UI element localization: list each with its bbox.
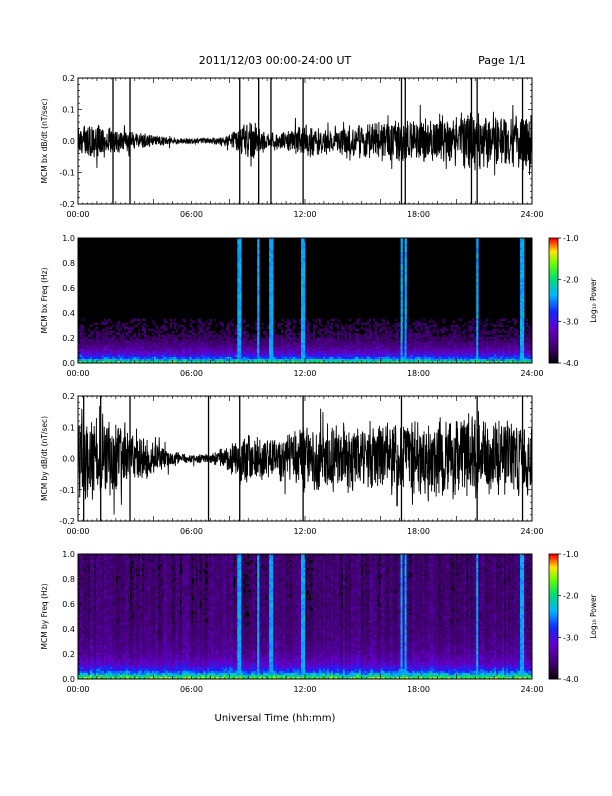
colorbar-label: Log₁₀ Power bbox=[589, 593, 598, 638]
x-tick-label: 06:00 bbox=[180, 685, 203, 694]
x-tick-label: 24:00 bbox=[520, 685, 543, 694]
y-tick-label: 0.0 bbox=[62, 455, 75, 464]
figure-title: 2011/12/03 00:00-24:00 UT bbox=[199, 54, 352, 67]
colorbar-tick-label: -4.0 bbox=[563, 675, 579, 684]
colorbar-tick-label: -4.0 bbox=[563, 359, 579, 368]
colorbar-tick-label: -3.0 bbox=[563, 633, 579, 642]
colorbar-tick-label: -1.0 bbox=[563, 234, 579, 243]
y-tick-label: -0.2 bbox=[59, 517, 75, 526]
x-tick-label: 12:00 bbox=[293, 210, 316, 219]
y-tick-label: -0.1 bbox=[59, 486, 75, 495]
x-tick-label: 00:00 bbox=[66, 685, 89, 694]
y-tick-label: 0.4 bbox=[62, 309, 75, 318]
y-tick-label: 0.2 bbox=[62, 392, 75, 401]
x-tick-label: 24:00 bbox=[520, 527, 543, 536]
panel-1: 00:00 06:00 12:00 18:00 24:00 -0.2 -0.1 0.0 0.1 0… bbox=[40, 74, 544, 219]
x-tick-label: 12:00 bbox=[293, 527, 316, 536]
colorbar: -1.0 -2.0 -3.0 -4.0 Log₁₀ Power bbox=[549, 550, 598, 684]
x-tick-label: 00:00 bbox=[66, 210, 89, 219]
x-tick-label: 06:00 bbox=[180, 210, 203, 219]
colorbar-tick-label: -3.0 bbox=[563, 317, 579, 326]
colorbar-tick-label: -1.0 bbox=[563, 550, 579, 559]
series-trace bbox=[78, 105, 532, 175]
panels: 00:00 06:00 12:00 18:00 24:00 -0.2 -0.1 0.0 0.1 0… bbox=[40, 74, 598, 694]
x-tick-label: 18:00 bbox=[407, 685, 430, 694]
y-tick-label: 0.2 bbox=[62, 334, 75, 343]
colorbar: -1.0 -2.0 -3.0 -4.0 Log₁₀ Power bbox=[549, 234, 598, 368]
y-tick-label: -0.2 bbox=[59, 200, 75, 209]
y-tick-label: 1.0 bbox=[62, 234, 75, 243]
panel-2: -1.0 -2.0 -3.0 -4.0 Log₁₀ Power 00:00 06:00 12:… bbox=[40, 234, 598, 378]
y-tick-label: 0.6 bbox=[62, 600, 75, 609]
panel-4: -1.0 -2.0 -3.0 -4.0 Log₁₀ Power 00:00 06:00 12:… bbox=[40, 550, 598, 694]
y-axis-label: MCM by Freq (Hz) bbox=[40, 583, 49, 649]
y-axis-label: MCM bx dB/dt (nT/sec) bbox=[40, 98, 49, 183]
x-tick-label: 12:00 bbox=[293, 369, 316, 378]
x-tick-label: 06:00 bbox=[180, 527, 203, 536]
x-tick-label: 24:00 bbox=[520, 210, 543, 219]
x-tick-label: 00:00 bbox=[66, 527, 89, 536]
panel-3: 00:00 06:00 12:00 18:00 24:00 -0.2 -0.1 0.0 0.1 0… bbox=[40, 392, 544, 536]
x-tick-label: 06:00 bbox=[180, 369, 203, 378]
x-tick-label: 12:00 bbox=[293, 685, 316, 694]
y-tick-label: 1.0 bbox=[62, 550, 75, 559]
y-tick-label: 0.0 bbox=[62, 359, 75, 368]
x-tick-label: 18:00 bbox=[407, 369, 430, 378]
series-trace bbox=[78, 406, 532, 514]
y-tick-label: 0.4 bbox=[62, 625, 75, 634]
x-tick-label: 18:00 bbox=[407, 210, 430, 219]
heatmap-cells bbox=[78, 554, 532, 679]
y-tick-label: 0.1 bbox=[62, 106, 75, 115]
y-tick-label: 0.0 bbox=[62, 137, 75, 146]
y-axis-label: MCM bx Freq (Hz) bbox=[40, 267, 49, 333]
y-tick-label: 0.0 bbox=[62, 675, 75, 684]
colorbar-tick-label: -2.0 bbox=[563, 276, 579, 285]
y-axis-label: MCM by dB/dt (nT/sec) bbox=[40, 416, 49, 501]
colorbar-tick-label: -2.0 bbox=[563, 592, 579, 601]
y-tick-label: 0.8 bbox=[62, 259, 75, 268]
x-tick-label: 24:00 bbox=[520, 369, 543, 378]
heatmap-cells bbox=[78, 238, 532, 363]
x-tick-label: 18:00 bbox=[407, 527, 430, 536]
y-tick-label: 0.2 bbox=[62, 74, 75, 83]
page-number: Page 1/1 bbox=[478, 54, 526, 67]
y-tick-label: 0.8 bbox=[62, 575, 75, 584]
x-tick-label: 00:00 bbox=[66, 369, 89, 378]
y-tick-label: 0.6 bbox=[62, 284, 75, 293]
y-tick-label: 0.2 bbox=[62, 650, 75, 659]
colorbar-label: Log₁₀ Power bbox=[589, 277, 598, 322]
y-tick-label: 0.1 bbox=[62, 423, 75, 432]
x-axis-label: Universal Time (hh:mm) bbox=[215, 713, 336, 724]
y-tick-label: -0.1 bbox=[59, 169, 75, 178]
